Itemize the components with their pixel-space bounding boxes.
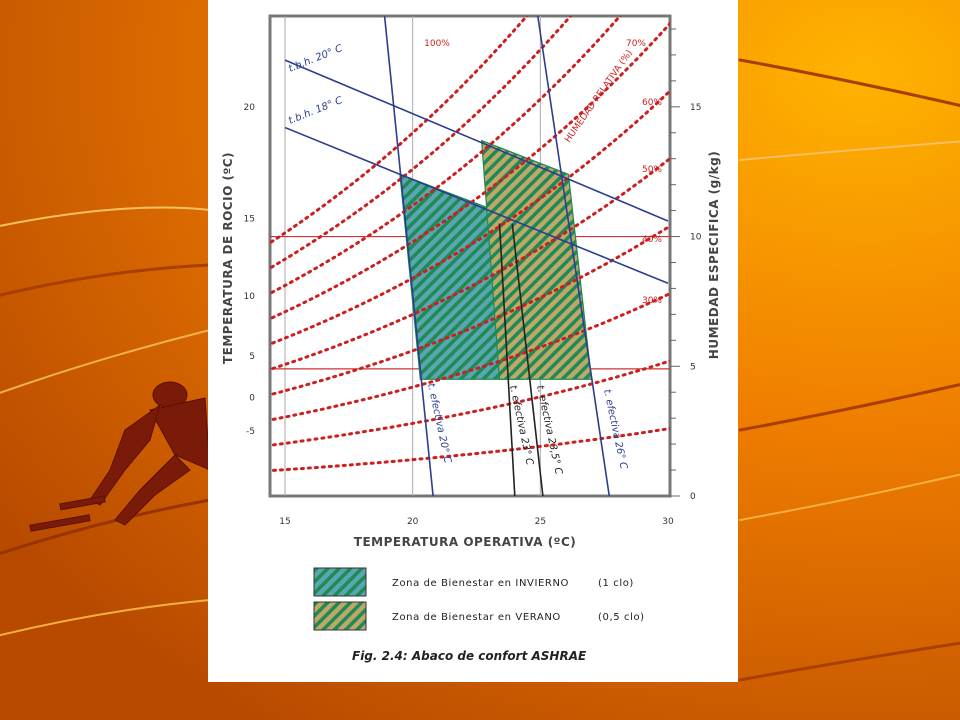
rh-curve-70 (270, 21, 670, 321)
rh-label-50: 50% (642, 165, 662, 175)
y-left-tick-label: 10 (244, 292, 256, 302)
legend-label-summer: Zona de Bienestar en VERANO (392, 612, 561, 623)
rh-label-40: 40% (642, 235, 662, 245)
y-right-tick-label-15: 15 (690, 103, 701, 113)
x-tick-label-30: 30 (662, 517, 674, 527)
background-decor-lines (0, 58, 960, 682)
y-left-tick-label: 20 (244, 103, 256, 113)
rh-curve-80 (270, 16, 623, 296)
wet-bulb-line-0 (284, 59, 669, 222)
rh-label-100: 100% (424, 39, 450, 49)
rh-curve-60 (270, 88, 670, 346)
x-tick-label-25: 25 (535, 517, 546, 527)
effective-temp-line-0 (383, 16, 434, 496)
legend-clo-summer: (0,5 clo) (598, 612, 645, 623)
y-right-tick-label-5: 5 (690, 362, 696, 372)
legend-label-winter: Zona de Bienestar en INVIERNO (392, 578, 569, 589)
rh-curve-90 (270, 16, 573, 270)
y-left-tick-label: 15 (244, 214, 255, 224)
wet-bulb-line-1 (284, 126, 669, 284)
legend-swatch-summer (313, 601, 367, 631)
y-right-tick-label-10: 10 (690, 233, 702, 243)
rh-curve-20 (270, 359, 670, 447)
legend-swatch-winter (313, 567, 367, 597)
rh-curve-50 (270, 156, 670, 372)
x-tick-label-15: 15 (279, 517, 290, 527)
x-axis-title: TEMPERATURA OPERATIVA (ºC) (354, 535, 576, 549)
effective-temp-line-2 (511, 223, 544, 496)
figure-caption: Fig. 2.4: Abaco de confort ASHRAE (352, 649, 587, 663)
legend: Zona de Bienestar en INVIERNO (1 clo) Zo… (313, 567, 645, 631)
x-tick-label-20: 20 (407, 517, 419, 527)
y-left-tick-label: -5 (246, 427, 255, 437)
y-left-tick-label: 0 (249, 393, 255, 403)
y-axis-left-title: TEMPERATURA DE ROCIO (ºC) (221, 152, 235, 364)
rh-label-30: 30% (642, 296, 662, 306)
runner-silhouette-image (29, 381, 211, 532)
legend-clo-winter: (1 clo) (598, 578, 634, 589)
rh-curve-30 (270, 291, 670, 422)
y-left-tick-label: 5 (249, 352, 255, 362)
rh-curve-100 (270, 16, 529, 245)
y-right-tick-label-0: 0 (690, 492, 696, 502)
effective-temp-line-1 (498, 223, 516, 496)
rh-label-60: 60% (642, 98, 662, 108)
effective-temp-line-3 (536, 16, 611, 496)
rh-label-70: 70% (626, 39, 646, 49)
y-axis-right-title: HUMEDAD ESPECIFICA (g/kg) (707, 151, 721, 359)
rh-curve-10 (270, 426, 670, 473)
